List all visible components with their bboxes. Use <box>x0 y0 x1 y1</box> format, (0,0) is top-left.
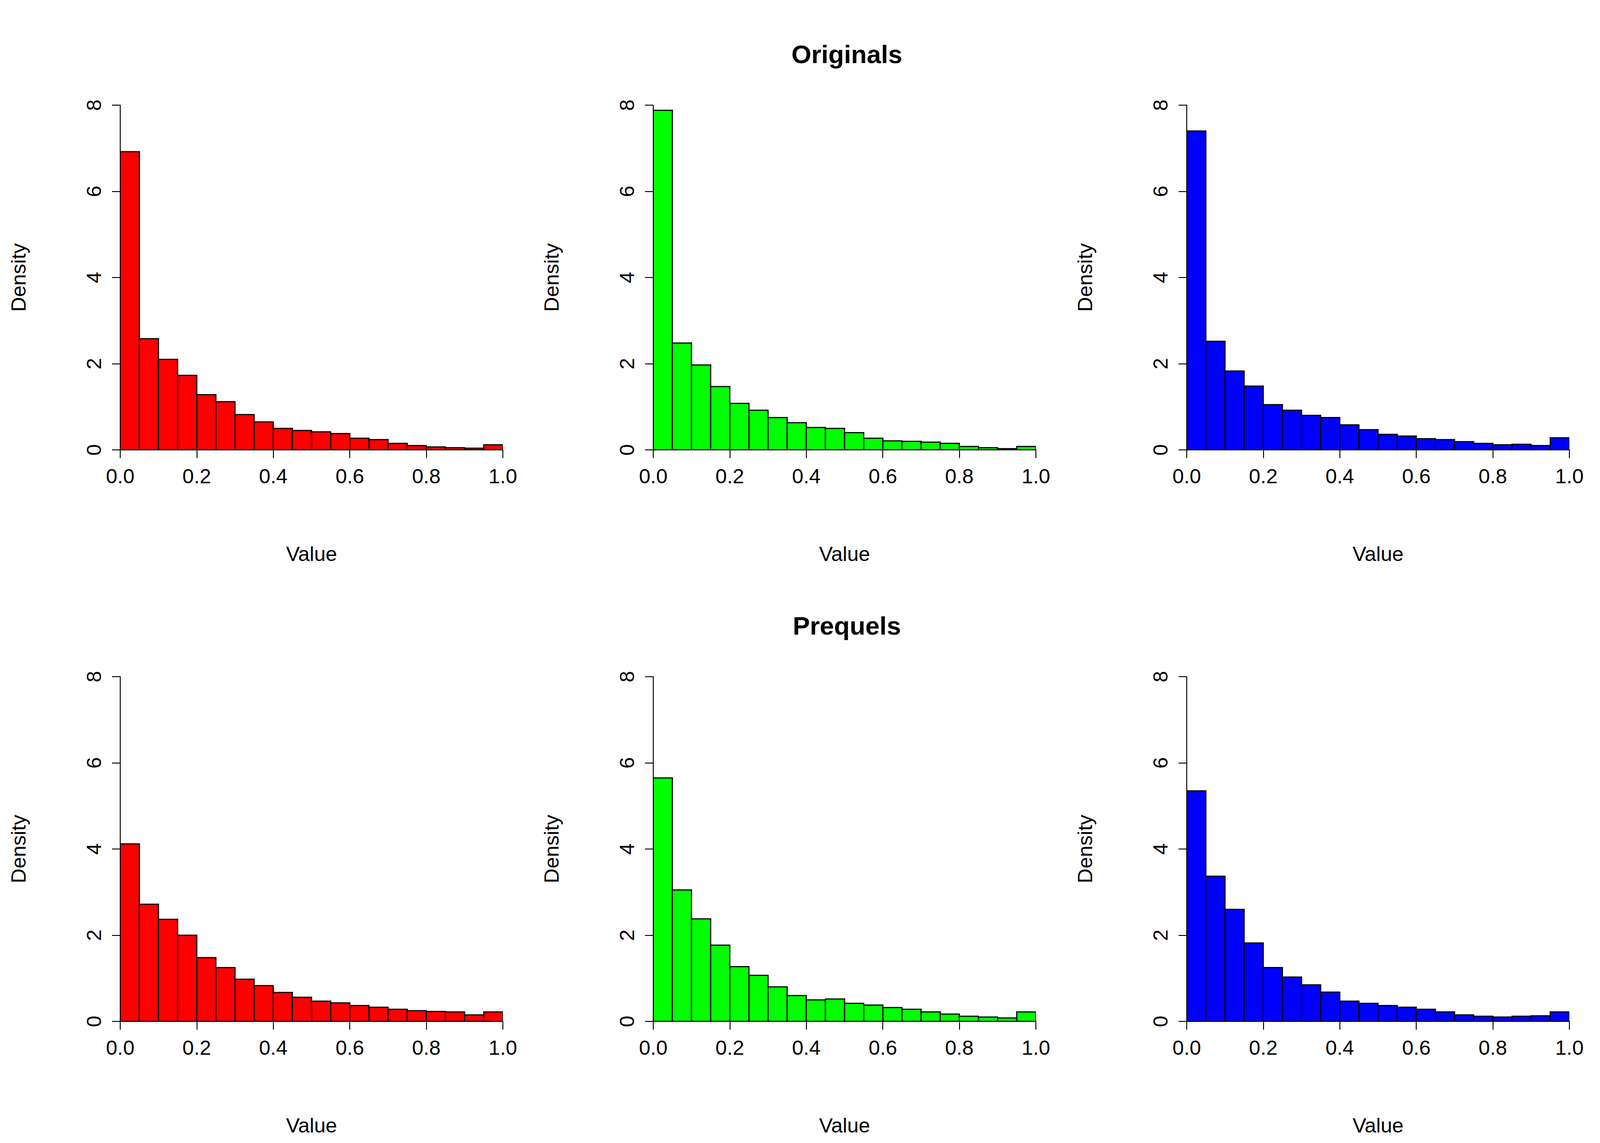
svg-text:0.8: 0.8 <box>944 1035 974 1060</box>
svg-text:6: 6 <box>82 757 106 769</box>
svg-text:4: 4 <box>82 842 106 855</box>
svg-text:0.0: 0.0 <box>639 1035 668 1060</box>
svg-text:0.8: 0.8 <box>944 464 974 488</box>
svg-text:0.4: 0.4 <box>792 464 822 488</box>
svg-text:1.0: 1.0 <box>1555 1035 1584 1060</box>
svg-text:4: 4 <box>615 842 639 855</box>
svg-text:Value: Value <box>286 1113 338 1137</box>
svg-text:0.2: 0.2 <box>715 1035 745 1060</box>
svg-text:1.0: 1.0 <box>1555 464 1584 488</box>
svg-text:Value: Value <box>1352 542 1404 566</box>
svg-text:0.0: 0.0 <box>1172 464 1202 488</box>
svg-text:0.4: 0.4 <box>1325 464 1355 488</box>
svg-text:Value: Value <box>819 542 871 566</box>
svg-text:8: 8 <box>615 670 639 683</box>
svg-text:6: 6 <box>1148 757 1173 769</box>
svg-text:0.6: 0.6 <box>335 464 365 488</box>
svg-text:0.2: 0.2 <box>1248 464 1278 488</box>
svg-text:0: 0 <box>1148 443 1173 456</box>
svg-text:8: 8 <box>1148 670 1173 683</box>
svg-text:0.6: 0.6 <box>868 464 898 488</box>
svg-text:1.0: 1.0 <box>488 464 518 488</box>
svg-text:1.0: 1.0 <box>1021 464 1051 488</box>
svg-text:6: 6 <box>615 185 639 198</box>
svg-text:0: 0 <box>82 1015 106 1027</box>
svg-text:6: 6 <box>1148 185 1173 198</box>
svg-text:2: 2 <box>615 929 639 941</box>
svg-text:2: 2 <box>1148 357 1173 370</box>
svg-text:4: 4 <box>1148 842 1173 855</box>
svg-text:8: 8 <box>82 670 106 683</box>
svg-text:0.6: 0.6 <box>868 1035 898 1060</box>
svg-text:0: 0 <box>615 1015 639 1027</box>
svg-text:Density: Density <box>539 814 564 884</box>
svg-text:Density: Density <box>6 242 31 312</box>
svg-text:Prequels: Prequels <box>792 611 902 640</box>
svg-text:8: 8 <box>1148 99 1173 111</box>
svg-text:0.8: 0.8 <box>411 464 441 488</box>
svg-text:Density: Density <box>1073 242 1097 312</box>
svg-text:4: 4 <box>1148 271 1173 283</box>
svg-text:0.6: 0.6 <box>1402 464 1431 488</box>
svg-text:Originals: Originals <box>791 39 903 69</box>
svg-text:0.8: 0.8 <box>1478 1035 1508 1060</box>
svg-text:2: 2 <box>82 929 106 941</box>
svg-text:0.0: 0.0 <box>106 464 135 488</box>
svg-text:0.8: 0.8 <box>411 1035 441 1060</box>
svg-text:Value: Value <box>1352 1113 1404 1137</box>
svg-text:0: 0 <box>1148 1015 1173 1027</box>
svg-text:0.6: 0.6 <box>1402 1035 1431 1060</box>
svg-text:0.2: 0.2 <box>182 464 212 488</box>
svg-text:6: 6 <box>82 185 106 198</box>
svg-text:Density: Density <box>539 242 564 312</box>
svg-text:2: 2 <box>82 357 106 370</box>
svg-text:8: 8 <box>615 99 639 111</box>
svg-text:1.0: 1.0 <box>488 1035 518 1060</box>
svg-text:Value: Value <box>286 542 338 566</box>
svg-text:0.4: 0.4 <box>792 1035 822 1060</box>
svg-text:0.8: 0.8 <box>1478 464 1508 488</box>
svg-text:0.0: 0.0 <box>106 1035 135 1060</box>
svg-text:2: 2 <box>615 357 639 370</box>
svg-text:0.6: 0.6 <box>335 1035 365 1060</box>
svg-text:1.0: 1.0 <box>1021 1035 1051 1060</box>
svg-text:0.4: 0.4 <box>259 1035 288 1060</box>
svg-text:0: 0 <box>615 443 639 456</box>
svg-text:2: 2 <box>1148 929 1173 941</box>
svg-text:4: 4 <box>82 271 106 283</box>
svg-text:0.4: 0.4 <box>1325 1035 1355 1060</box>
svg-text:Density: Density <box>1073 814 1097 884</box>
svg-text:Value: Value <box>819 1113 871 1137</box>
svg-text:0.2: 0.2 <box>182 1035 212 1060</box>
svg-text:4: 4 <box>615 271 639 283</box>
svg-text:0.2: 0.2 <box>1248 1035 1278 1060</box>
svg-text:0.0: 0.0 <box>639 464 668 488</box>
svg-text:0.0: 0.0 <box>1172 1035 1202 1060</box>
svg-text:0.4: 0.4 <box>259 464 288 488</box>
svg-text:Density: Density <box>6 814 31 884</box>
svg-text:6: 6 <box>615 757 639 769</box>
svg-text:8: 8 <box>82 99 106 111</box>
svg-text:0: 0 <box>82 443 106 456</box>
svg-text:0.2: 0.2 <box>715 464 745 488</box>
